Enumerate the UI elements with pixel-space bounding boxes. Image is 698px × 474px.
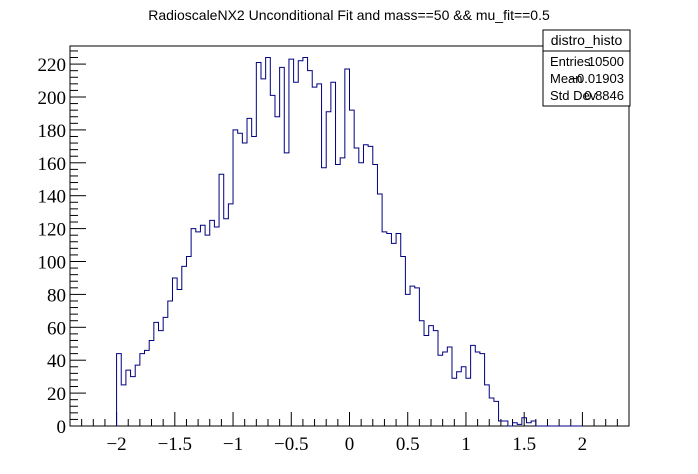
stats-box-title: distro_histo — [551, 32, 623, 48]
x-tick-label: 0 — [345, 434, 355, 455]
x-axis: −2 −1.5 −1 −0.5 0 0.5 1 1.5 2 — [81, 412, 630, 455]
y-axis: 0 20 40 60 80 100 120 140 160 180 200 220 — [38, 50, 86, 438]
chart-title: RadioscaleNX2 Unconditional Fit and mass… — [148, 7, 550, 23]
stats-entries-label: Entries — [550, 54, 591, 69]
x-tick-label: 1 — [461, 434, 471, 455]
stats-box: distro_histo Entries 10500 Mean −0.01903… — [542, 29, 631, 107]
stats-stddev-label: Std Dev — [550, 88, 597, 103]
stats-entries-value: 10500 — [588, 54, 624, 69]
x-tick-label: 0.5 — [396, 434, 420, 455]
x-tick-label: −1 — [223, 434, 243, 455]
y-tick-label: 200 — [38, 88, 67, 109]
y-tick-label: 140 — [38, 187, 67, 208]
y-tick-label: 180 — [38, 121, 67, 142]
stats-stddev-value: 0.8846 — [584, 88, 624, 103]
x-tick-label: −1.5 — [158, 434, 192, 455]
stats-mean-value: −0.01903 — [569, 71, 624, 86]
x-tick-label: 2 — [578, 434, 588, 455]
y-tick-label: 220 — [38, 55, 67, 76]
x-tick-label: 1.5 — [512, 434, 536, 455]
histogram-outline — [116, 57, 583, 427]
y-tick-label: 80 — [47, 285, 66, 306]
y-tick-label: 100 — [38, 252, 67, 273]
stats-mean-label: Mean — [550, 71, 583, 86]
y-tick-label: 160 — [38, 154, 67, 175]
y-tick-label: 20 — [47, 384, 66, 405]
y-tick-label: 60 — [47, 318, 66, 339]
y-tick-label: 40 — [47, 351, 66, 372]
y-tick-label: 120 — [38, 220, 67, 241]
stats-box-frame — [542, 29, 631, 107]
y-tick-label: 0 — [57, 417, 67, 438]
x-tick-label: −2 — [106, 434, 126, 455]
x-tick-label: −0.5 — [274, 434, 308, 455]
